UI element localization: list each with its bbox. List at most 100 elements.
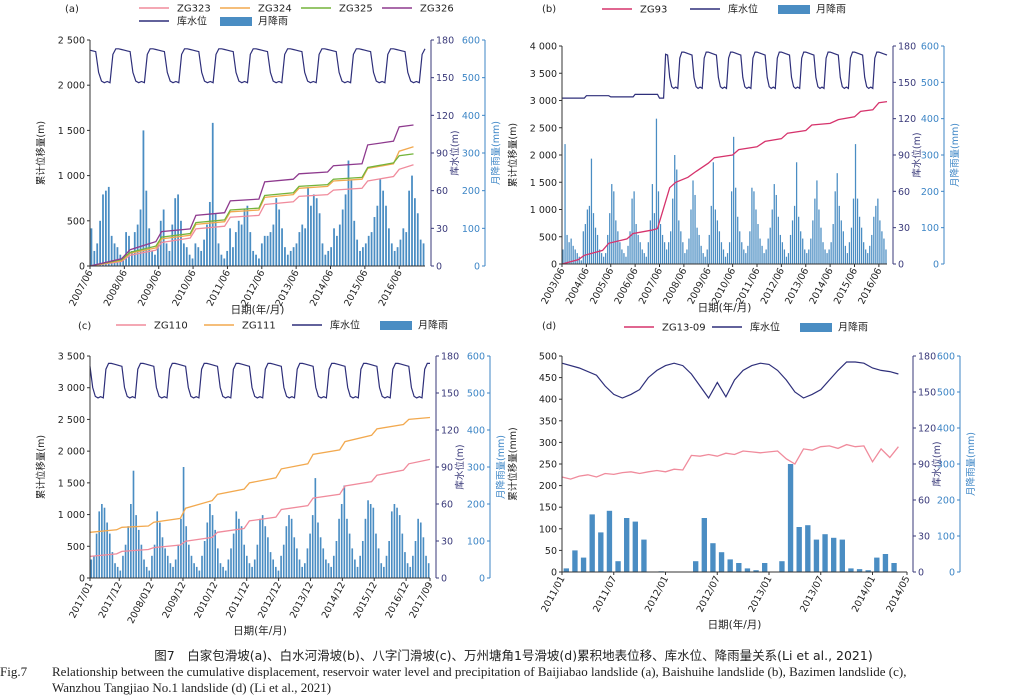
rain-bar (203, 239, 205, 266)
rain-bar (800, 231, 802, 264)
rain-bar (584, 224, 586, 264)
y3-tick-label: 500 (937, 388, 955, 399)
rain-bar (781, 242, 784, 264)
y1-tick-label: 0 (79, 262, 85, 273)
x-tick-label: 2012/12 (256, 580, 284, 620)
rain-bar (722, 249, 725, 264)
x-tick-label: 2009/06 (136, 268, 164, 308)
displacement-line-ZG326 (89, 124, 414, 267)
y3-tick-label: 0 (949, 568, 955, 579)
rain-bar (765, 249, 767, 264)
rain-bar (240, 526, 243, 578)
rain-bar (180, 518, 182, 578)
y2-tick-label: 60 (918, 496, 930, 507)
rain-bar (124, 544, 127, 578)
rain-bar (214, 213, 217, 266)
chart-panel-b: (b) 0 500 1 000 1 500 2 000 2 500 3 000 3 500 4 0… (507, 3, 961, 315)
rain-bar (362, 247, 364, 266)
panel-label: (d) (542, 321, 556, 332)
rain-bar (775, 194, 777, 264)
displacement-line-ZG325 (89, 153, 414, 267)
rain-bar (574, 249, 576, 264)
x-tick-label: 2008/012 (126, 580, 157, 625)
rain-bar (396, 247, 399, 266)
rain-bar (568, 242, 570, 264)
rain-bar (182, 467, 185, 578)
rain-bar (382, 190, 385, 266)
rain-bar (744, 568, 751, 572)
rain-bar (627, 245, 629, 264)
displacement-line-ZG323 (89, 164, 414, 267)
rain-bar (180, 220, 182, 266)
rain-bar (741, 242, 743, 264)
rain-bar (385, 555, 388, 578)
rain-bar (260, 243, 263, 266)
rain-bar (318, 213, 321, 266)
rain-bar (668, 242, 670, 264)
y1-tick-label: 2 500 (58, 415, 85, 426)
x-axis-title: 日期(年/月) (698, 301, 752, 314)
rain-bar (818, 209, 820, 264)
rain-bar (663, 242, 666, 264)
y3-tick-label: 500 (921, 78, 939, 89)
rain-bar (130, 504, 132, 578)
y1-tick-label: 2 000 (58, 81, 85, 92)
rain-bar (130, 250, 133, 266)
rain-bar (398, 515, 401, 578)
rain-bar (757, 224, 759, 264)
rain-bar (203, 541, 206, 578)
rain-bar (165, 243, 168, 266)
rain-bar (288, 515, 290, 578)
rain-bar (787, 464, 794, 572)
rain-bar (412, 555, 414, 578)
y1-tick-label: 0 (551, 260, 557, 271)
chart-panel-c: (c) 0 500 1 000 1 500 2 000 2 500 3 000 3 500 0 30… (35, 319, 507, 638)
rain-bar (346, 518, 348, 578)
y1-tick-label: 3 500 (530, 69, 557, 80)
rain-bar (844, 245, 846, 264)
chart-panel-d: (d) 0 50 100 150 200 250 300 350 400 450 500 0 30 60 90… (507, 321, 977, 632)
rain-bar (119, 570, 122, 578)
rain-bar (249, 232, 252, 266)
rain-bar (145, 190, 148, 266)
rain-bar (672, 198, 674, 264)
rain-bar (220, 254, 223, 266)
rain-bar (572, 550, 578, 572)
rain-bar (217, 548, 219, 578)
rain-bar (145, 566, 148, 578)
rain-bar (710, 543, 716, 572)
rain-bar (789, 234, 792, 264)
x-tick-label: 2010/12 (192, 580, 220, 620)
rain-bar (826, 253, 828, 264)
rain-bar (311, 515, 314, 578)
rain-bar (253, 559, 256, 578)
displacement-line-ZG93 (561, 100, 888, 265)
rain-bar (372, 507, 375, 578)
rain-bar (325, 559, 327, 578)
rain-bar (341, 209, 344, 266)
y1-tick-label: 1 000 (530, 205, 557, 216)
rain-bar (327, 563, 330, 578)
chart-panel-a: (a) 0 500 1 000 1 500 2 000 2 500 0 30 60 90 120 150… (35, 4, 502, 317)
rain-bar (813, 539, 820, 572)
rain-bar (686, 249, 688, 264)
rain-bar (333, 228, 335, 266)
y1-tick-label: 500 (67, 216, 85, 227)
rain-bar (582, 231, 584, 264)
rain-bar (869, 245, 871, 264)
rain-bar (309, 533, 311, 578)
rain-bar (726, 253, 729, 264)
y1-tick-label: 500 (539, 352, 557, 363)
rain-bar (655, 118, 658, 265)
y2-tick-label: 0 (441, 574, 447, 585)
rain-bar (282, 544, 285, 578)
rain-bar (375, 533, 377, 578)
rain-bar (269, 552, 272, 578)
rain-bar (224, 570, 227, 578)
rain-bar (422, 243, 425, 266)
y2-tick-label: 180 (918, 352, 936, 363)
rain-bar (791, 220, 794, 264)
rain-bar (796, 527, 802, 572)
rain-bar (701, 518, 707, 572)
rain-bar (188, 254, 191, 266)
